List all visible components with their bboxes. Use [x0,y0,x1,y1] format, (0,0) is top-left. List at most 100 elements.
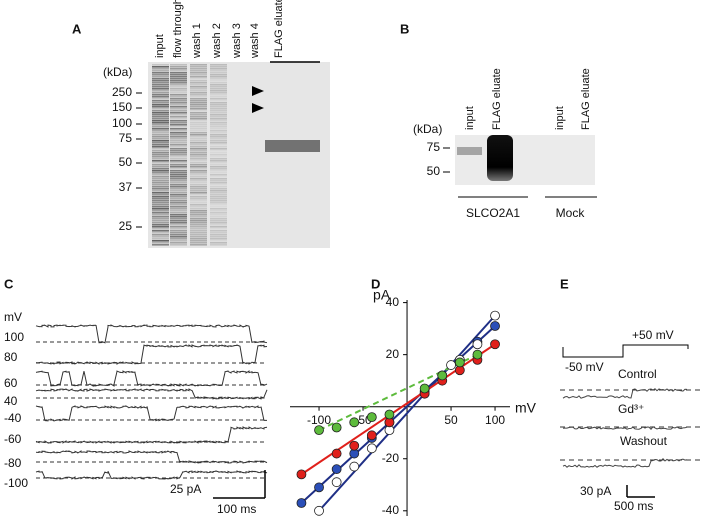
band [152,156,169,158]
band [190,176,207,178]
band [152,238,169,240]
gel-bands [152,64,227,246]
band [152,234,169,236]
current-trace [35,426,268,444]
band [170,142,187,144]
data-point [349,440,360,451]
band [152,232,169,234]
band [152,214,169,216]
band [210,176,227,178]
panel-label: E [560,276,569,291]
band [190,228,207,230]
band [152,216,169,218]
band [190,140,207,142]
band [210,184,227,186]
band [170,78,187,80]
band [170,182,187,184]
band [170,146,187,148]
band [170,226,187,228]
band [152,110,169,112]
marker-label: 50 [119,155,133,169]
band [152,184,169,186]
band [210,158,227,160]
band [190,156,207,158]
band [190,118,207,120]
band [152,144,169,146]
band [210,214,227,216]
band [152,206,169,208]
band [190,86,207,88]
band [210,222,227,224]
data-point [314,482,324,493]
band [152,240,169,242]
band [152,122,169,124]
band [170,100,187,102]
band [170,232,187,234]
condition-label: Gd³⁺ [618,402,644,416]
x-axis-label: mV [515,399,537,415]
band [210,234,227,236]
y-tick-label: 20 [386,347,400,361]
band [152,100,169,102]
band [210,216,227,218]
band [190,204,207,206]
step-label: +50 mV [632,328,674,342]
band [170,204,187,206]
scale-label: 100 ms [217,502,256,516]
band [170,158,187,160]
x-tick-label: 100 [485,413,505,427]
lane-label: wash 2 [211,23,223,59]
band [190,190,207,192]
band [210,174,227,176]
band [210,190,227,192]
scale-label: 25 pA [170,482,201,496]
band [170,70,187,72]
band [190,206,207,208]
band [210,218,227,220]
y-tick-label: 40 [386,295,400,309]
band [210,182,227,184]
band [210,126,227,128]
band [190,238,207,240]
band [152,112,169,114]
band [152,70,169,72]
band [210,210,227,212]
band [170,134,187,136]
band [170,102,187,104]
band [210,232,227,234]
band [170,212,187,214]
band [190,102,207,104]
band [190,128,207,130]
band [190,98,207,100]
band [190,66,207,68]
band [190,174,207,176]
band [190,148,207,150]
eluate-band [487,135,513,181]
data-point [490,310,500,321]
band [170,160,187,162]
band [170,220,187,222]
band [152,244,169,246]
band [210,130,227,132]
band [170,92,187,94]
band [152,78,169,80]
band [152,200,169,202]
band [210,180,227,182]
band [152,86,169,88]
band [152,242,169,244]
band [190,216,207,218]
band [170,200,187,202]
band [210,148,227,150]
current-trace [35,370,268,387]
marker-label: 75 [119,131,133,145]
band [210,94,227,96]
band [210,120,227,122]
band [152,192,169,194]
band [170,206,187,208]
band [190,138,207,140]
band [152,154,169,156]
band [170,184,187,186]
band [210,186,227,188]
band [190,240,207,242]
lane-label: FLAG eluate [580,68,592,130]
